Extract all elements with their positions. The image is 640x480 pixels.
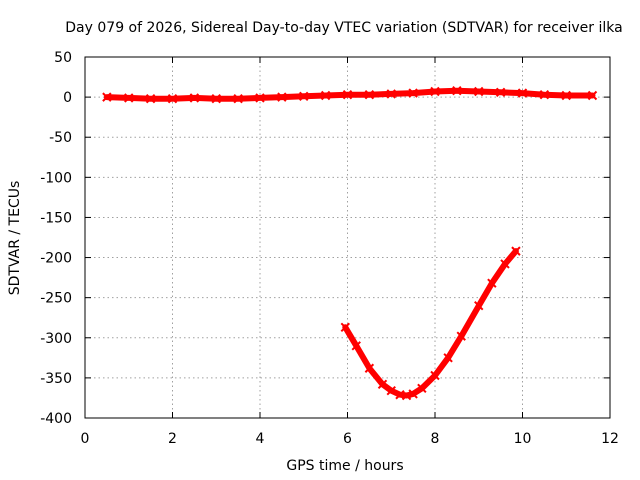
data-point [452, 85, 462, 96]
x-tick-label: 4 [256, 431, 265, 447]
data-point [474, 86, 484, 97]
data-point [443, 353, 453, 363]
series-2 [340, 246, 521, 401]
data-point [342, 89, 353, 100]
data-point [255, 93, 265, 103]
data-point [474, 300, 484, 311]
data-point [233, 94, 243, 104]
data-point [145, 94, 156, 104]
y-tick-label: -100 [40, 170, 72, 186]
data-point [511, 246, 521, 256]
data-point [500, 259, 510, 269]
data-point [417, 383, 427, 394]
y-tick-label: 50 [54, 50, 72, 66]
data-point [386, 89, 396, 99]
data-point [364, 363, 375, 373]
series-line [342, 248, 519, 399]
x-tick-label: 6 [343, 431, 352, 447]
data-point [277, 92, 287, 102]
data-point [539, 89, 550, 100]
data-point [340, 322, 351, 333]
series-1 [102, 85, 598, 104]
data-point [167, 94, 178, 104]
y-tick-label: -350 [40, 371, 72, 387]
data-point [102, 92, 112, 102]
y-tick-label: -50 [49, 130, 72, 146]
data-point [189, 93, 200, 103]
data-point [211, 94, 221, 104]
data-point [401, 390, 412, 401]
y-tick-label: -200 [40, 251, 72, 267]
y-axis-label: SDTVAR / TECUs [7, 181, 23, 296]
data-point [386, 386, 396, 396]
chart-title: Day 079 of 2026, Sidereal Day-to-day VTE… [65, 20, 622, 36]
data-point [517, 88, 528, 98]
data-point [408, 389, 418, 399]
y-tick-label: 0 [63, 90, 72, 106]
series-layer [102, 85, 598, 401]
axis-ticks: 0 2 4 6 8 10 12 50 0 -50 -100 -150 -200 -250 -300 -350 -… [40, 50, 619, 447]
y-tick-label: -150 [40, 210, 72, 226]
data-point [124, 93, 134, 103]
data-point [430, 370, 440, 381]
data-point [456, 331, 466, 341]
y-tick-label: -300 [40, 331, 72, 347]
data-point [351, 341, 361, 351]
data-point [299, 91, 309, 102]
x-tick-label: 12 [601, 431, 619, 447]
grid [85, 57, 610, 418]
data-point [430, 86, 440, 97]
x-tick-label: 2 [168, 431, 177, 447]
data-point [495, 87, 506, 98]
x-tick-label: 0 [81, 431, 90, 447]
y-tick-label: -400 [40, 411, 72, 427]
y-tick-label: -250 [40, 291, 72, 307]
x-tick-label: 8 [431, 431, 440, 447]
data-point [408, 88, 418, 98]
data-point [487, 278, 497, 288]
data-point [587, 90, 598, 101]
data-point [561, 90, 571, 101]
x-axis-label: GPS time / hours [286, 458, 403, 474]
data-point [320, 90, 331, 101]
x-tick-label: 10 [514, 431, 532, 447]
data-point [377, 379, 388, 390]
data-point [364, 89, 375, 100]
